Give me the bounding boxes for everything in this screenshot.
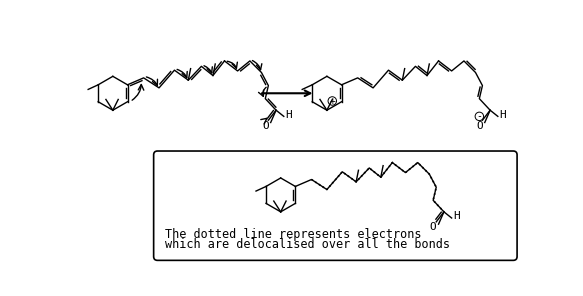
Text: The dotted line represents electrons: The dotted line represents electrons xyxy=(165,228,422,241)
Text: -: - xyxy=(476,111,482,121)
FancyBboxPatch shape xyxy=(154,151,517,260)
Text: H: H xyxy=(499,110,506,120)
Text: which are delocalised over all the bonds: which are delocalised over all the bonds xyxy=(165,238,450,251)
Text: O: O xyxy=(262,120,269,131)
Text: +: + xyxy=(329,96,335,106)
Text: H: H xyxy=(453,211,459,221)
Text: O: O xyxy=(430,222,437,232)
Text: O: O xyxy=(476,120,483,131)
Text: H: H xyxy=(285,110,292,120)
